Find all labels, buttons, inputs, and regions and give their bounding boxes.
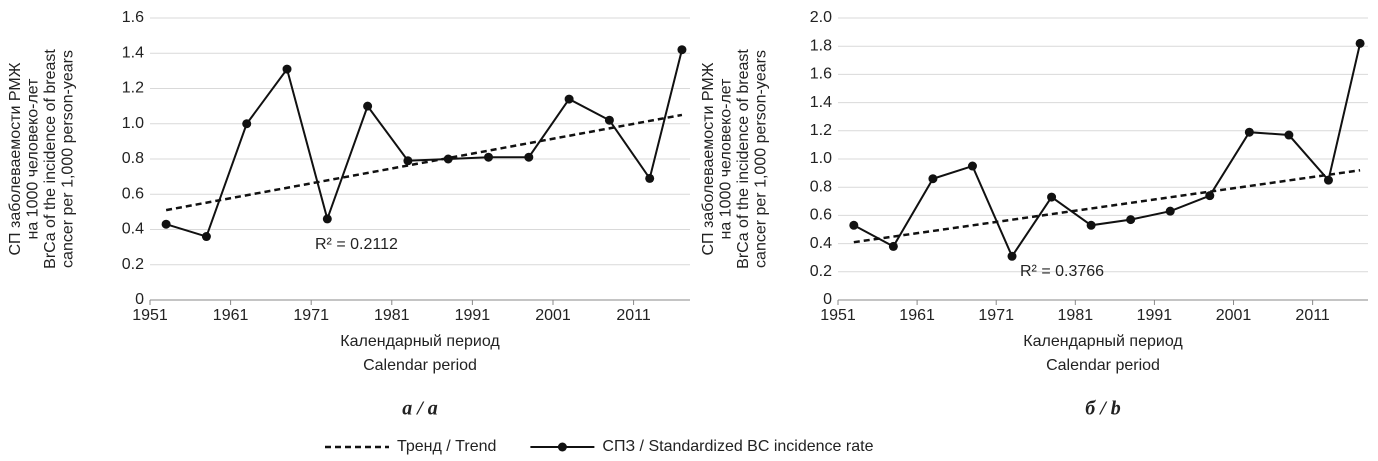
marker bbox=[161, 219, 171, 229]
marker bbox=[443, 154, 453, 164]
y-tick-label: 0.6 bbox=[810, 207, 832, 224]
marker bbox=[1047, 192, 1057, 202]
x-tick-label: 1961 bbox=[213, 307, 249, 324]
y-tick-label: 1.2 bbox=[122, 80, 144, 97]
x-axis-label: Calendar period bbox=[1046, 357, 1160, 374]
y-tick-label: 0.4 bbox=[810, 235, 832, 252]
y-tick-label: 1.2 bbox=[810, 122, 832, 139]
x-tick-label: 2001 bbox=[1216, 307, 1252, 324]
y-axis-label: на 1000 человеко-лет bbox=[25, 78, 42, 240]
marker bbox=[967, 161, 977, 171]
marker bbox=[928, 174, 938, 184]
marker bbox=[645, 173, 655, 183]
marker bbox=[484, 152, 494, 162]
marker bbox=[242, 119, 252, 129]
y-tick-label: 0.4 bbox=[122, 221, 144, 238]
marker bbox=[564, 94, 574, 104]
y-axis-label: СП заболеваемости РМЖ bbox=[700, 62, 717, 255]
x-tick-label: 1991 bbox=[1137, 307, 1173, 324]
marker bbox=[1244, 127, 1254, 137]
y-tick-label: 0.8 bbox=[810, 178, 832, 195]
y-tick-label: 2.0 bbox=[810, 9, 832, 26]
y-axis-label: на 1000 человеко-лет bbox=[718, 78, 735, 240]
marker bbox=[322, 214, 332, 224]
x-tick-label: 1991 bbox=[455, 307, 491, 324]
series-line bbox=[853, 43, 1362, 259]
marker bbox=[282, 64, 292, 74]
x-tick-label: 1971 bbox=[293, 307, 329, 324]
y-tick-label: 0.2 bbox=[810, 263, 832, 280]
y-tick-label: 1.6 bbox=[810, 66, 832, 83]
subtitle: а / a bbox=[402, 398, 438, 420]
x-tick-label: 2011 bbox=[1295, 307, 1330, 324]
marker bbox=[604, 115, 614, 125]
x-axis-label: Календарный период bbox=[1023, 333, 1183, 350]
marker bbox=[1355, 38, 1365, 48]
legend-label: Тренд / Trend bbox=[397, 438, 496, 455]
x-tick-label: 1951 bbox=[132, 307, 168, 324]
marker bbox=[363, 101, 373, 111]
y-tick-label: 0 bbox=[135, 291, 144, 308]
x-tick-label: 1981 bbox=[374, 307, 410, 324]
y-tick-label: 0.8 bbox=[122, 150, 144, 167]
y-axis-label: BrCa of the incidence of breast bbox=[735, 49, 752, 269]
y-tick-label: 0 bbox=[823, 291, 832, 308]
marker bbox=[403, 156, 413, 166]
y-axis-label: BrCa of the incidence of breast bbox=[42, 49, 59, 269]
y-tick-label: 1.4 bbox=[810, 94, 832, 111]
y-axis-label: cancer per 1,000 person-years bbox=[753, 50, 770, 268]
subtitle: б / b bbox=[1085, 398, 1121, 420]
marker bbox=[888, 241, 898, 251]
x-tick-label: 2001 bbox=[535, 307, 571, 324]
marker bbox=[849, 220, 859, 230]
marker bbox=[1323, 175, 1333, 185]
marker bbox=[1126, 215, 1136, 225]
marker bbox=[201, 232, 211, 242]
x-axis-label: Calendar period bbox=[363, 357, 477, 374]
y-tick-label: 1.0 bbox=[810, 150, 832, 167]
x-tick-label: 1961 bbox=[899, 307, 935, 324]
y-axis-label: cancer per 1,000 person-years bbox=[60, 50, 77, 268]
x-tick-label: 1971 bbox=[978, 307, 1014, 324]
y-tick-label: 1.0 bbox=[122, 115, 144, 132]
marker bbox=[1086, 220, 1096, 230]
y-axis-label: СП заболеваемости РМЖ bbox=[7, 62, 24, 255]
marker bbox=[524, 152, 534, 162]
x-tick-label: 2011 bbox=[616, 307, 651, 324]
y-tick-label: 1.8 bbox=[810, 37, 832, 54]
y-tick-label: 0.6 bbox=[122, 185, 144, 202]
series-line bbox=[853, 169, 1361, 244]
x-tick-label: 1951 bbox=[820, 307, 856, 324]
x-axis-label: Календарный период bbox=[340, 333, 500, 350]
y-tick-label: 0.2 bbox=[122, 256, 144, 273]
annotation: R² = 0.3766 bbox=[1020, 263, 1104, 280]
marker bbox=[1205, 191, 1215, 201]
legend-label: СПЗ / Standardized BC incidence rate bbox=[602, 438, 873, 455]
y-tick-label: 1.4 bbox=[122, 44, 144, 61]
series-line bbox=[165, 49, 683, 238]
y-tick-label: 1.6 bbox=[122, 9, 144, 26]
x-tick-label: 1981 bbox=[1058, 307, 1094, 324]
legend-marker bbox=[557, 442, 567, 452]
marker bbox=[1165, 206, 1175, 216]
annotation: R² = 0.2112 bbox=[315, 236, 398, 253]
marker bbox=[1284, 130, 1294, 140]
marker bbox=[1007, 251, 1017, 261]
series-line bbox=[165, 113, 683, 212]
marker bbox=[677, 45, 687, 55]
